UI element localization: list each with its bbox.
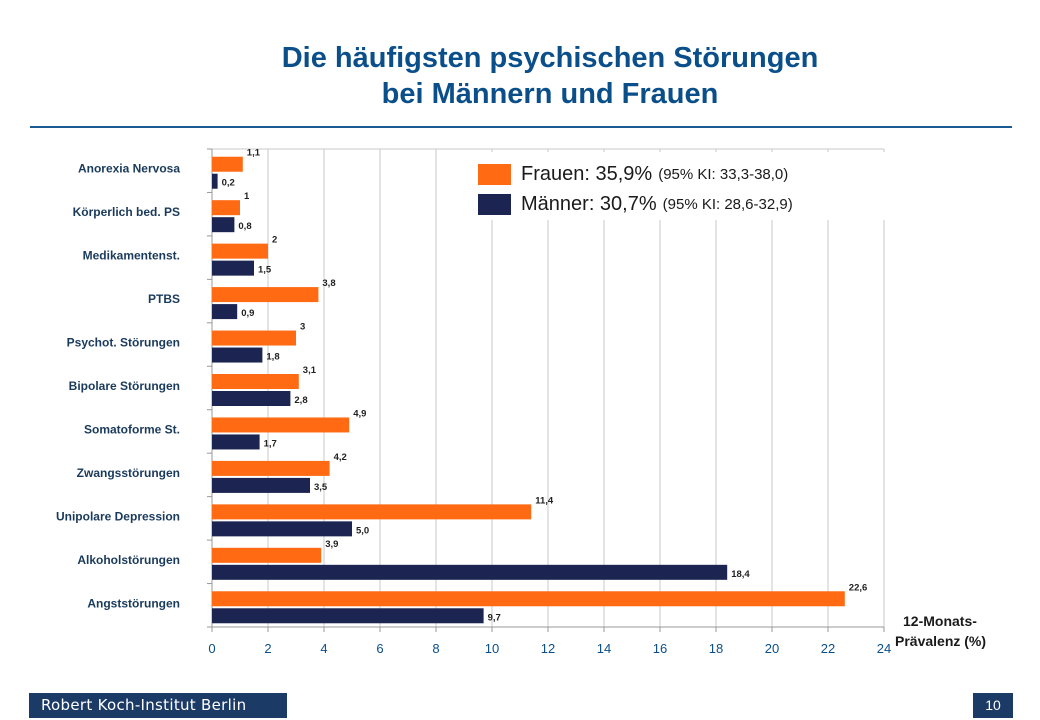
bar-maenner <box>212 564 728 580</box>
data-label: 22,6 <box>849 582 868 593</box>
x-axis-title-line-2: Prävalenz (%) <box>895 633 987 649</box>
data-label: 11,4 <box>535 495 554 506</box>
category-label: Alkoholstörungen <box>77 553 180 567</box>
bar-maenner <box>212 173 218 189</box>
bar-frauen <box>212 330 296 346</box>
data-label: 3,9 <box>325 539 338 550</box>
data-label: 0,2 <box>222 178 235 189</box>
x-tick-label: 8 <box>432 641 439 656</box>
data-label: 0,8 <box>238 221 251 232</box>
data-label: 1,5 <box>258 265 272 276</box>
data-label: 2 <box>272 235 277 246</box>
bar-frauen <box>212 374 299 389</box>
x-axis-title: 12-Monats- Prävalenz (%) <box>895 611 1025 651</box>
data-label: 3,5 <box>314 482 328 493</box>
legend-ci-maenner: (95% KI: 28,6-32,9) <box>662 195 793 213</box>
bar-maenner <box>212 260 254 276</box>
data-label: 1 <box>244 191 250 202</box>
category-label: Somatoforme St. <box>84 422 180 436</box>
bar-maenner <box>212 434 260 450</box>
bar-maenner <box>212 477 310 493</box>
data-label: 3 <box>300 322 305 333</box>
x-axis-title-line-1: 12-Monats- <box>903 613 977 629</box>
title-line-2: bei Männern und Frauen <box>381 78 719 110</box>
category-label: Psychot. Störungen <box>67 336 180 350</box>
data-label: 18,4 <box>731 569 750 580</box>
page-number-box: 10 <box>973 693 1013 718</box>
title-divider <box>30 126 1012 128</box>
bar-frauen <box>212 200 240 216</box>
x-tick-label: 20 <box>765 641 779 656</box>
bar-frauen <box>212 243 268 259</box>
bar-frauen <box>212 287 319 303</box>
x-tick-label: 10 <box>485 641 499 656</box>
page-number: 10 <box>985 697 1001 713</box>
bar-maenner <box>212 391 291 406</box>
data-label: 1,7 <box>264 438 277 449</box>
chart-bars <box>212 156 845 624</box>
footer-institute: Robert Koch-Institut Berlin <box>41 696 247 714</box>
x-tick-label: 14 <box>597 641 611 656</box>
data-label: 3,8 <box>322 278 335 289</box>
bar-frauen <box>212 547 322 563</box>
category-label: Medikamentenst. <box>83 249 180 263</box>
bar-frauen <box>212 460 330 476</box>
legend-item-maenner: Männer: 30,7% (95% KI: 28,6-32,9) <box>478 191 793 217</box>
legend-label-maenner: Männer: 30,7% <box>521 192 657 215</box>
data-label: 5,0 <box>356 525 369 536</box>
x-tick-label: 4 <box>320 641 327 656</box>
footer-bar: Robert Koch-Institut Berlin <box>29 693 287 718</box>
title-line-1: Die häufigsten psychischen Störungen <box>281 42 819 74</box>
bar-maenner <box>212 347 263 363</box>
page-title: Die häufigsten psychischen Störungen bei… <box>150 40 950 112</box>
category-label: Unipolare Depression <box>56 509 180 523</box>
legend-label-frauen: Frauen: 35,9% <box>521 162 653 185</box>
data-label: 9,7 <box>488 612 501 623</box>
category-label: Zwangsstörungen <box>77 466 180 480</box>
data-label: 0,9 <box>241 308 254 319</box>
x-tick-label: 24 <box>877 641 891 656</box>
data-label: 4,9 <box>353 408 366 419</box>
x-tick-label: 6 <box>376 641 383 656</box>
legend-ci-frauen: (95% KI: 33,3-38,0) <box>658 165 789 183</box>
legend-item-frauen: Frauen: 35,9% (95% KI: 33,3-38,0) <box>478 161 788 187</box>
category-label: Körperlich bed. PS <box>73 205 180 219</box>
category-label: Anorexia Nervosa <box>78 162 180 176</box>
x-tick-label: 12 <box>541 641 555 656</box>
x-tick-label: 18 <box>709 641 723 656</box>
x-tick-label: 0 <box>208 641 215 656</box>
category-label: Angststörungen <box>87 596 180 610</box>
data-label: 1,8 <box>266 352 279 363</box>
data-label: 4,2 <box>334 452 347 463</box>
grid-lines <box>212 148 885 627</box>
legend-swatch-maenner <box>478 193 511 215</box>
data-label: 3,1 <box>303 365 317 376</box>
legend-swatch-frauen <box>478 163 511 185</box>
bar-maenner <box>212 521 352 537</box>
x-tick-label: 2 <box>264 641 271 656</box>
category-label: PTBS <box>148 292 180 306</box>
x-tick-label: 16 <box>653 641 667 656</box>
bar-frauen <box>212 156 243 172</box>
bar-frauen <box>212 504 532 520</box>
bar-maenner <box>212 217 235 233</box>
data-label: 2,8 <box>294 395 307 406</box>
bar-frauen <box>212 417 350 433</box>
x-tick-label: 22 <box>821 641 835 656</box>
chart-legend: Frauen: 35,9% (95% KI: 33,3-38,0) Männer… <box>470 152 888 220</box>
bar-maenner <box>212 304 238 320</box>
category-label: Bipolare Störungen <box>69 379 180 393</box>
data-label: 1,1 <box>247 148 261 159</box>
bar-frauen <box>212 591 845 607</box>
bar-maenner <box>212 608 484 624</box>
